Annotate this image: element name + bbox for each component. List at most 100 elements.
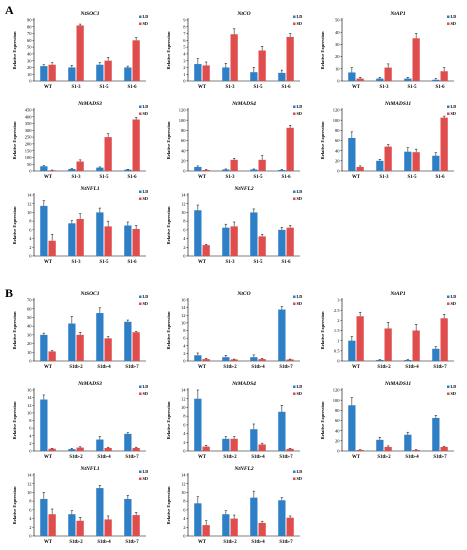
chart-2-3-bar-LD-2 xyxy=(96,439,104,451)
chart-2-1-bar-LD-0 xyxy=(194,355,202,361)
chart-0-5-ytick-label-2: 40 xyxy=(335,148,340,153)
chart-2-1-ytick-label-0: 0 xyxy=(183,359,186,364)
chart-1-0-bar-LD-2 xyxy=(96,212,104,256)
chart-1-0-bar-LD-3 xyxy=(124,225,132,256)
chart-2-5-xtick-label-1: S1tb-2 xyxy=(377,455,391,460)
chart-0-2-ytick-label-1: 10 xyxy=(335,66,340,71)
chart-0-0-ytick-label-2: 20 xyxy=(27,65,32,70)
chart-0-5-ylabel: Relative Expression xyxy=(320,121,325,160)
chart-2-5-legend-label-SD: SD xyxy=(451,391,456,396)
chart-0-5-legend-swatch-SD xyxy=(447,112,450,115)
chart-0-1-ytick-label-2: 2 xyxy=(183,65,185,70)
chart-0-2-ylabel: Relative Expression xyxy=(320,31,325,70)
chart-2-1-bar-SD-0 xyxy=(202,359,210,361)
chart-0-3-ytick-label-6: 300 xyxy=(25,128,33,133)
chart-3-1-ytick-label-6: 12 xyxy=(181,481,186,486)
chart-2-4-legend-label-SD: SD xyxy=(297,391,302,396)
chart-0-3-xtick-label-2: S1-5 xyxy=(99,175,109,180)
chart-0-2-bar-SD-1 xyxy=(384,67,392,81)
chart-3-0-ytick-label-4: 8 xyxy=(29,499,32,504)
chart-2-3-bar-LD-3 xyxy=(124,433,132,451)
chart-0-2-bar-SD-3 xyxy=(440,71,448,81)
chart-0-3-ytick-label-4: 200 xyxy=(25,141,33,146)
chart-0-3-ytick-label-5: 250 xyxy=(25,135,33,140)
chart-3-1-xtick-label-2: S1tb-4 xyxy=(251,540,265,545)
chart-0-0-bar-SD-3 xyxy=(132,40,140,81)
chart-2-1-legend-swatch-SD xyxy=(293,302,296,305)
chart-0-1-xtick-label-2: S1-5 xyxy=(253,85,263,90)
chart-0-3-bar-SD-0 xyxy=(48,170,56,171)
chart-2-3-legend-swatch-LD xyxy=(139,385,142,388)
chart-2-0-bar-SD-0 xyxy=(48,351,56,361)
chart-2-2-bar-SD-2 xyxy=(412,330,420,361)
chart-2-1-legend-label-LD: LD xyxy=(297,294,303,299)
chart-2-0-xtick-label-2: S1tb-4 xyxy=(97,365,111,370)
chart-0-3-bar-LD-0 xyxy=(40,166,48,171)
chart-2-4-title: NtMADS4 xyxy=(231,381,256,387)
chart-0-1-ylabel: Relative Expression xyxy=(166,31,171,70)
chart-2-2-title: NtAP1 xyxy=(389,291,406,297)
chart-0-0-legend-label-SD: SD xyxy=(143,21,148,26)
chart-0-2-bar-LD-2 xyxy=(404,78,412,81)
chart-3-0-bar-LD-3 xyxy=(124,498,132,536)
chart-0-5-title: NtMADS11 xyxy=(384,101,412,107)
chart-1-0-bar-SD-3 xyxy=(132,228,140,256)
chart-0-4-legend-label-SD: SD xyxy=(297,111,302,116)
chart-2-5-bar-SD-2 xyxy=(412,449,420,451)
chart-2-4-ytick-label-6: 12 xyxy=(181,396,186,401)
chart-2-5-legend-swatch-SD xyxy=(447,392,450,395)
chart-1-1-legend-swatch-SD xyxy=(293,197,296,200)
chart-3-0-legend-swatch-LD xyxy=(139,470,142,473)
chart-3-0-ytick-label-3: 6 xyxy=(29,507,32,512)
chart-1-0-ytick-label-4: 8 xyxy=(29,219,32,224)
chart-0-1-ytick-label-7: 7 xyxy=(183,31,186,36)
chart-0-3-bar-LD-3 xyxy=(124,169,132,171)
chart-1-1-ytick-label-1: 2 xyxy=(183,245,185,250)
chart-0-0-bar-SD-1 xyxy=(76,25,84,81)
chart-0-1-title: NtCO xyxy=(236,11,250,17)
chart-2-4-ytick-label-2: 4 xyxy=(183,431,186,436)
chart-2-0-ylabel: Relative Expression xyxy=(12,311,17,350)
chart-2-2-ytick-label-0: 0 xyxy=(337,359,340,364)
chart-2-5-ytick-label-1: 20 xyxy=(335,438,340,443)
chart-0-5-xtick-label-2: S1-5 xyxy=(407,175,417,180)
chart-2-4-ytick-label-3: 6 xyxy=(183,422,186,427)
chart-2-5-bar-SD-3 xyxy=(440,446,448,451)
chart-0-1-bar-SD-0 xyxy=(202,65,210,81)
chart-3-1-ytick-label-4: 8 xyxy=(183,499,186,504)
chart-3-0-ytick-label-0: 0 xyxy=(29,534,32,539)
chart-2-1-ytick-label-6: 12 xyxy=(181,313,186,318)
chart-0-0-xtick-label-0: WT xyxy=(44,85,53,90)
chart-2-4-bar-SD-1 xyxy=(230,438,238,451)
chart-0-3-legend-swatch-LD xyxy=(139,105,142,108)
chart-0-0-xtick-label-3: S1-6 xyxy=(127,85,137,90)
chart-0-5-bar-LD-1 xyxy=(376,160,384,171)
chart-0-1-bar-SD-2 xyxy=(258,50,266,81)
chart-2-0-bar-LD-3 xyxy=(124,321,132,361)
chart-0-1-ytick-label-6: 6 xyxy=(183,38,186,43)
chart-1-0-bar-SD-1 xyxy=(76,218,84,256)
chart-2-5-bar-LD-0 xyxy=(348,405,356,451)
chart-2-4-xtick-label-0: WT xyxy=(198,455,207,460)
chart-0-2-xtick-label-0: WT xyxy=(352,85,361,90)
chart-2-4-ytick-label-0: 0 xyxy=(183,449,186,454)
chart-0-3-ytick-label-1: 50 xyxy=(27,162,32,167)
chart-2-3-bar-SD-0 xyxy=(48,448,56,451)
chart-0-5-legend-label-SD: SD xyxy=(451,111,456,116)
chart-0-0-ylabel: Relative Expression xyxy=(12,31,17,70)
chart-1-1-xtick-label-1: S1-3 xyxy=(225,260,235,265)
panel-letter-A: A xyxy=(5,3,14,17)
chart-2-0-xtick-label-1: S1tb-2 xyxy=(69,365,83,370)
chart-2-1-xtick-label-0: WT xyxy=(198,365,207,370)
chart-0-4-ytick-label-3: 60 xyxy=(181,138,186,143)
chart-2-0-ytick-label-4: 40 xyxy=(27,324,32,329)
chart-0-0-bar-SD-2 xyxy=(104,60,112,81)
chart-2-0-legend-label-LD: LD xyxy=(143,294,149,299)
chart-0-3-legend-label-SD: SD xyxy=(143,111,148,116)
chart-0-0-legend-label-LD: LD xyxy=(143,14,149,19)
chart-2-2-bar-SD-0 xyxy=(356,316,364,361)
chart-2-5-xtick-label-2: S1tb-4 xyxy=(405,455,419,460)
chart-1-0-bar-LD-0 xyxy=(40,205,48,256)
chart-0-4-bar-LD-1 xyxy=(222,169,230,171)
chart-2-2-legend-label-SD: SD xyxy=(451,301,456,306)
